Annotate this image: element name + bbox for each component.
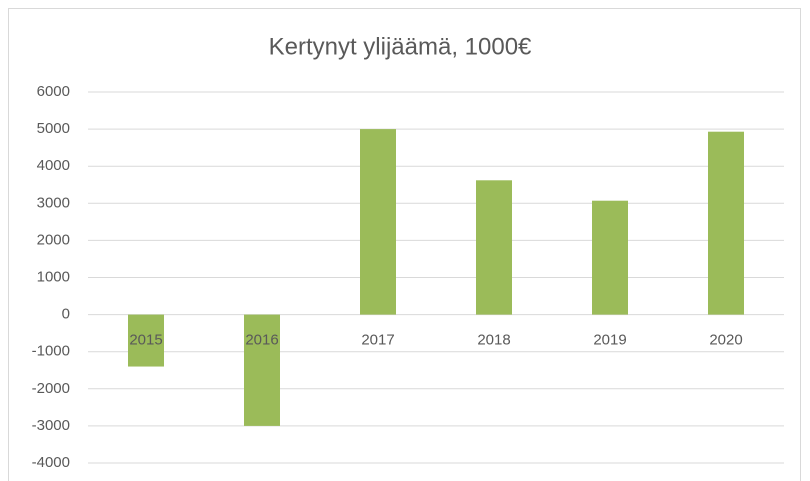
- y-tick-label: 6000: [37, 83, 70, 100]
- y-tick-label: -3000: [32, 417, 70, 434]
- y-tick-label: 3000: [37, 194, 70, 211]
- bar: [244, 314, 280, 426]
- x-tick-label: 2017: [361, 332, 394, 349]
- y-tick-label: -2000: [32, 380, 70, 397]
- y-tick-label: 2000: [37, 231, 70, 248]
- chart-title: Kertynyt ylijäämä, 1000€: [269, 33, 532, 60]
- y-tick-label: -4000: [32, 454, 70, 471]
- bar: [360, 129, 396, 315]
- x-tick-label: 2019: [593, 332, 626, 349]
- x-tick-label: 2016: [245, 332, 278, 349]
- x-tick-label: 2018: [477, 332, 510, 349]
- y-tick-label: 4000: [37, 157, 70, 174]
- bar: [708, 131, 744, 315]
- x-tick-label: 2015: [129, 332, 162, 349]
- chart-border: [8, 8, 801, 481]
- y-tick-label: -1000: [32, 343, 70, 360]
- x-tick-label: 2020: [709, 332, 742, 349]
- y-tick-label: 5000: [37, 120, 70, 137]
- bar: [476, 180, 512, 315]
- y-tick-label: 0: [62, 306, 70, 323]
- bar: [128, 314, 164, 367]
- y-tick-label: 1000: [37, 268, 70, 285]
- bar: [592, 200, 628, 315]
